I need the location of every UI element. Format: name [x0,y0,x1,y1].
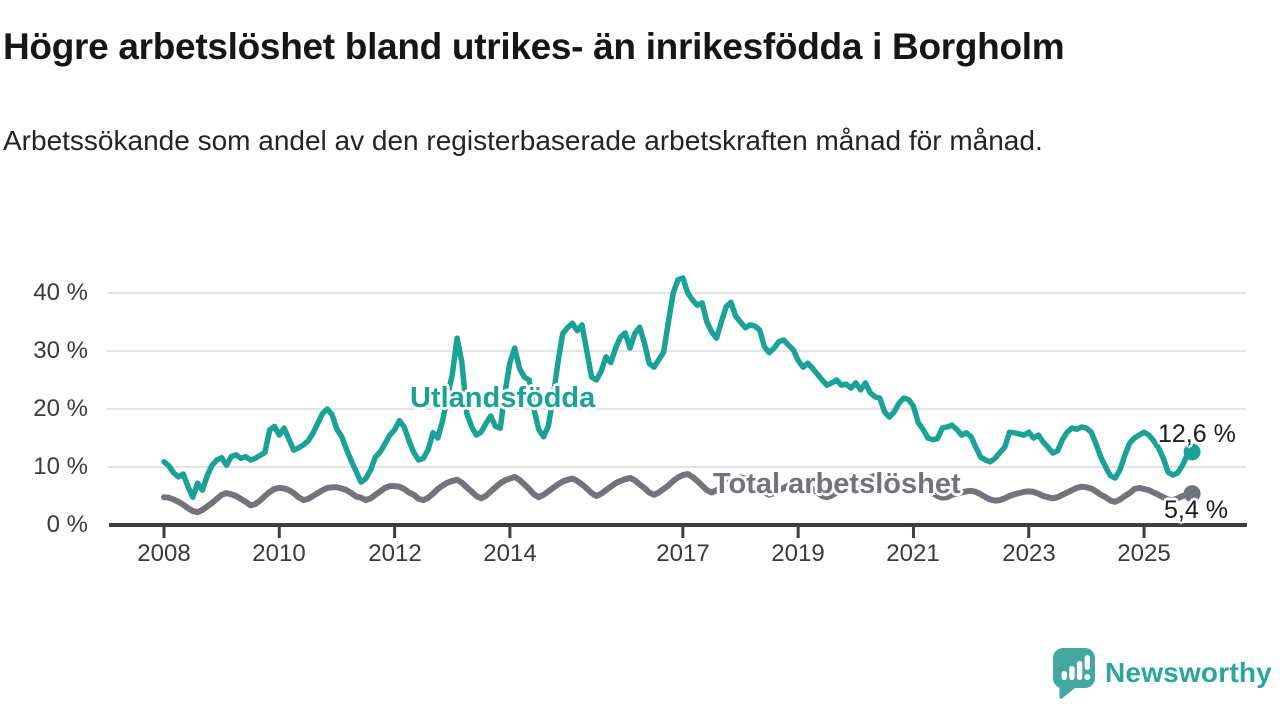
series-line-1 [161,471,1196,516]
y-tick-label-30: 30 % [33,337,88,364]
page-subtitle: Arbetssökande som andel av den registerb… [3,125,1043,156]
x-tick-label-2021: 2021 [886,540,940,567]
x-tick-label-2014: 2014 [483,540,537,567]
y-tick-label-20: 20 % [33,395,88,422]
newsworthy-bubble-chart-icon [1052,647,1095,699]
series-end-dot-1 [1183,485,1201,503]
series-line-0 [161,275,1195,500]
end-value-label-utlandsfodda: 12,6 % [1158,420,1236,448]
page-title: Högre arbetslöshet bland utrikes- än inr… [3,26,1065,67]
x-tick-label-2019: 2019 [771,540,825,567]
end-value-label-total: 5,4 % [1164,496,1228,524]
x-tick-label-2023: 2023 [1002,540,1056,567]
y-tick-label-0: 0 % [46,511,88,538]
brand-name: Newsworthy [1105,657,1272,688]
x-tick-label-2025: 2025 [1117,540,1171,567]
x-tick-label-2008: 2008 [137,540,191,567]
x-tick-label-2010: 2010 [252,540,306,567]
x-tick-label-2012: 2012 [368,540,422,567]
y-tick-label-40: 40 % [33,279,88,306]
brand-logo: Newsworthy [1052,645,1278,701]
series-label-utlandsfodda: Utlandsfödda [410,382,596,414]
x-tick-label-2017: 2017 [656,540,710,567]
series-label-total-arbetsloshet: Total arbetslöshet [713,468,961,500]
series-end-dot-0 [1183,443,1201,461]
y-tick-label-10: 10 % [33,453,88,480]
